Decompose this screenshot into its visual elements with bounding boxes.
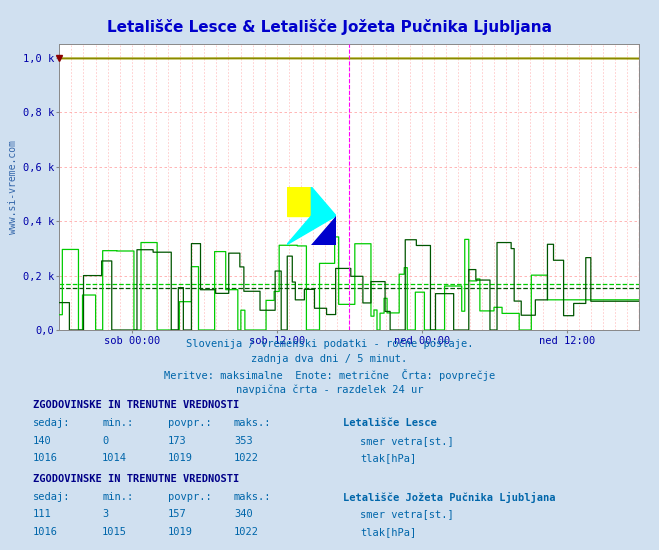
Bar — [287, 187, 312, 216]
Polygon shape — [287, 216, 336, 245]
Text: 1014: 1014 — [102, 453, 127, 463]
Text: 340: 340 — [234, 509, 252, 519]
Text: Letališče Jožeta Pučnika Ljubljana: Letališče Jožeta Pučnika Ljubljana — [343, 492, 555, 503]
Text: Letališče Lesce: Letališče Lesce — [343, 418, 436, 428]
Text: tlak[hPa]: tlak[hPa] — [360, 453, 416, 463]
Polygon shape — [312, 187, 336, 216]
Text: smer vetra[st.]: smer vetra[st.] — [360, 436, 454, 446]
Text: 140: 140 — [33, 436, 51, 446]
Text: Slovenija / vremenski podatki - ročne postaje.: Slovenija / vremenski podatki - ročne po… — [186, 338, 473, 349]
Text: maks.:: maks.: — [234, 418, 272, 428]
Text: 353: 353 — [234, 436, 252, 446]
Text: 173: 173 — [168, 436, 186, 446]
Text: min.:: min.: — [102, 418, 133, 428]
Text: Letališče Lesce & Letališče Jožeta Pučnika Ljubljana: Letališče Lesce & Letališče Jožeta Pučni… — [107, 19, 552, 35]
Text: 0: 0 — [102, 436, 108, 446]
Text: 157: 157 — [168, 509, 186, 519]
Text: povpr.:: povpr.: — [168, 418, 212, 428]
Text: sedaj:: sedaj: — [33, 418, 71, 428]
Text: maks.:: maks.: — [234, 492, 272, 502]
Text: smer vetra[st.]: smer vetra[st.] — [360, 509, 454, 519]
Text: Meritve: maksimalne  Enote: metrične  Črta: povprečje: Meritve: maksimalne Enote: metrične Črta… — [164, 369, 495, 381]
Text: 1016: 1016 — [33, 527, 58, 537]
Text: 1022: 1022 — [234, 527, 259, 537]
Text: 1019: 1019 — [168, 527, 193, 537]
Text: zadnja dva dni / 5 minut.: zadnja dva dni / 5 minut. — [251, 354, 408, 364]
Text: navpična črta - razdelek 24 ur: navpična črta - razdelek 24 ur — [236, 384, 423, 395]
Text: 3: 3 — [102, 509, 108, 519]
Y-axis label: www.si-vreme.com: www.si-vreme.com — [9, 140, 18, 234]
Text: ZGODOVINSKE IN TRENUTNE VREDNOSTI: ZGODOVINSKE IN TRENUTNE VREDNOSTI — [33, 474, 239, 484]
Text: 1015: 1015 — [102, 527, 127, 537]
Text: 1016: 1016 — [33, 453, 58, 463]
Polygon shape — [312, 216, 336, 245]
Text: min.:: min.: — [102, 492, 133, 502]
Text: ZGODOVINSKE IN TRENUTNE VREDNOSTI: ZGODOVINSKE IN TRENUTNE VREDNOSTI — [33, 400, 239, 410]
Text: sedaj:: sedaj: — [33, 492, 71, 502]
Text: 1022: 1022 — [234, 453, 259, 463]
Text: tlak[hPa]: tlak[hPa] — [360, 527, 416, 537]
Text: 111: 111 — [33, 509, 51, 519]
Text: 1019: 1019 — [168, 453, 193, 463]
Text: povpr.:: povpr.: — [168, 492, 212, 502]
